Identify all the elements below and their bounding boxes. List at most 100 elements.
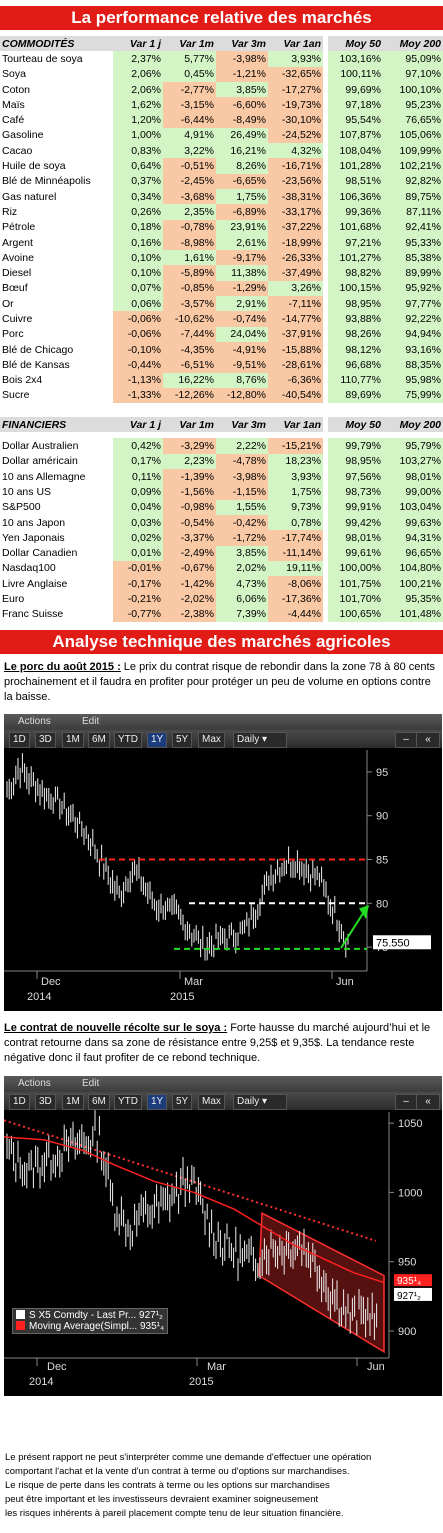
period-max-button[interactable]: Max [198, 1093, 225, 1110]
value-cell: -3,98% [216, 51, 268, 67]
value-cell: -5,89% [163, 265, 216, 281]
row-label: Dollar américain [2, 455, 78, 468]
disclaimer-line: les risques inhérents à pareil placement… [5, 1508, 344, 1519]
value-cell: 1,75% [216, 188, 268, 205]
value-cell: 97,10% [383, 66, 443, 82]
period-3d-button[interactable]: 3D [35, 1093, 56, 1110]
period-6m-button[interactable]: 6M [88, 1093, 110, 1110]
value-cell: -4,91% [216, 341, 268, 358]
value-cell: 95,54% [328, 112, 383, 128]
value-cell: -10,62% [163, 311, 216, 327]
value-cell: -8,49% [216, 112, 268, 128]
disclaimer-line: Le présent rapport ne peut s'interpréter… [5, 1452, 372, 1463]
edit-menu[interactable]: Edit [82, 715, 100, 727]
value-cell: 0,16% [113, 234, 163, 251]
table-row: Cuivre -0,06% -10,62% -0,74% -14,77% 93,88% 92… [0, 311, 443, 327]
period-1y-button[interactable]: 1Y [147, 1093, 168, 1110]
row-label: Euro [2, 593, 25, 606]
period-5y-button[interactable]: 5Y [172, 731, 193, 748]
period-ytd-button[interactable]: YTD [114, 1093, 142, 1110]
interval-select[interactable]: Daily ▾ [233, 1093, 287, 1110]
period-1m-button[interactable]: 1M [62, 731, 84, 748]
value-cell: 16,21% [216, 143, 268, 159]
row-label: Pétrole [2, 221, 36, 234]
soya-price-plot: 10501000950900935¹₄927¹₂Dec2014Mar2015Ju… [4, 1110, 432, 1388]
edit-menu[interactable]: Edit [82, 1077, 100, 1089]
value-cell: 89,69% [328, 387, 383, 404]
value-cell: 23,91% [216, 219, 268, 235]
row-label: Franc Suisse [2, 608, 64, 621]
nav-back-icon[interactable]: – [395, 731, 417, 748]
value-cell: 3,85% [216, 81, 268, 98]
value-cell: -3,57% [163, 296, 216, 312]
value-cell: 109,99% [383, 143, 443, 159]
value-cell: -7,44% [163, 326, 216, 342]
value-cell: -0,17% [113, 576, 163, 592]
value-cell: 98,51% [328, 173, 383, 189]
value-cell: -1,29% [216, 280, 268, 297]
y-tick-label: 900 [398, 1326, 416, 1338]
disclaimer-line: peut être important et les investisseurs… [5, 1494, 319, 1505]
value-cell: -3,98% [216, 469, 268, 485]
period-5y-button[interactable]: 5Y [172, 1093, 193, 1110]
value-cell: 2,37% [113, 51, 163, 67]
collapse-icon[interactable]: « [416, 1093, 440, 1110]
row-label: Bœuf [2, 282, 28, 295]
period-ytd-button[interactable]: YTD [114, 731, 142, 748]
table-row: Cacao 0,83% 3,22% 16,21% 4,32% 108,04% 109,99% [0, 143, 443, 159]
table-row: S&P500 0,04% -0,98% 1,55% 9,73% 99,91% 103,04% [0, 499, 443, 515]
value-cell: 3,85% [216, 545, 268, 561]
value-cell: 107,87% [328, 127, 383, 144]
y-tick-label: 1000 [398, 1187, 422, 1199]
arrow-head-icon [359, 905, 369, 920]
row-label: 10 ans Allemagne [2, 470, 86, 483]
value-cell: -1,21% [216, 66, 268, 82]
actions-menu[interactable]: Actions [18, 715, 51, 727]
interval-select[interactable]: Daily ▾ [233, 731, 287, 748]
row-label: Avoine [2, 251, 34, 264]
porc-chart[interactable]: Actions Edit 1D 3D 1M 6M YTD 1Y 5Y Max Daily ▾ – « 95… [4, 713, 442, 1011]
disclaimer-line: Le risque de perte dans les contrats à t… [5, 1480, 330, 1491]
value-cell: -32,65% [268, 66, 323, 82]
column-header: Moy 50 [328, 417, 383, 433]
period-1m-button[interactable]: 1M [62, 1093, 84, 1110]
value-cell: 97,77% [383, 296, 443, 312]
value-cell: 11,38% [216, 265, 268, 281]
value-cell: 0,06% [113, 296, 163, 312]
value-cell: -0,44% [113, 357, 163, 373]
legend-entry: Moving Average(Simpl... 935¹₄ [16, 1320, 164, 1332]
period-6m-button[interactable]: 6M [88, 731, 110, 748]
value-cell: 2,02% [216, 560, 268, 577]
collapse-icon[interactable]: « [416, 731, 440, 748]
period-1d-button[interactable]: 1D [9, 731, 30, 748]
actions-menu[interactable]: Actions [18, 1077, 51, 1089]
row-label: Diesel [2, 267, 32, 280]
period-1d-button[interactable]: 1D [9, 1093, 30, 1110]
moving-average-line [4, 1136, 385, 1284]
last-price-label: 75.550 [376, 937, 410, 949]
value-cell: -4,78% [216, 453, 268, 470]
soya-chart[interactable]: Actions Edit 1D 3D 1M 6M YTD 1Y 5Y Max Daily ▾ – «10… [4, 1075, 442, 1396]
technical-title: Analyse technique des marchés agricoles [0, 629, 443, 654]
value-cell: 1,00% [113, 127, 163, 144]
value-cell: 0,11% [113, 469, 163, 485]
table-row: Euro -0,21% -2,02% 6,06% -17,36% 101,70% 95,35… [0, 591, 443, 607]
y-tick-label: 85 [376, 854, 388, 866]
table-spacer [0, 403, 443, 417]
value-cell: 105,06% [383, 127, 443, 144]
period-3d-button[interactable]: 3D [35, 731, 56, 748]
table-row: Avoine 0,10% 1,61% -9,17% -26,33% 101,27% 85,3… [0, 250, 443, 266]
value-cell: 0,02% [113, 530, 163, 546]
value-cell: -18,99% [268, 234, 323, 251]
value-cell: -19,73% [268, 97, 323, 113]
value-cell: 102,21% [383, 158, 443, 174]
value-cell: -0,51% [163, 158, 216, 174]
value-cell: 89,99% [383, 265, 443, 281]
period-max-button[interactable]: Max [198, 731, 225, 748]
table-row: Porc -0,06% -7,44% 24,04% -37,91% 98,26% 94,94… [0, 326, 443, 342]
value-cell: -4,35% [163, 341, 216, 358]
value-cell: -14,77% [268, 311, 323, 327]
period-1y-button[interactable]: 1Y [147, 731, 168, 748]
chart-menu-bar [4, 1075, 442, 1092]
value-cell: -0,21% [113, 591, 163, 607]
